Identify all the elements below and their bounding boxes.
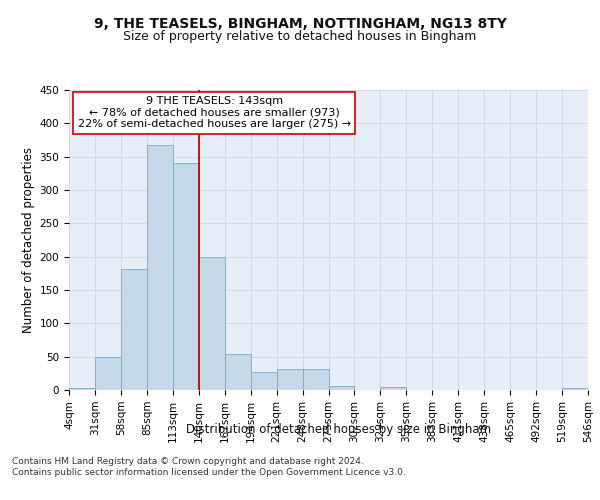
Bar <box>173 164 199 390</box>
Text: Size of property relative to detached houses in Bingham: Size of property relative to detached ho… <box>124 30 476 43</box>
Bar <box>95 356 121 390</box>
Bar <box>69 388 95 390</box>
Text: Distribution of detached houses by size in Bingham: Distribution of detached houses by size … <box>187 422 491 436</box>
Bar <box>302 368 329 390</box>
Bar <box>147 146 173 390</box>
Bar <box>251 372 277 390</box>
Text: 9 THE TEASELS: 143sqm
← 78% of detached houses are smaller (973)
22% of semi-det: 9 THE TEASELS: 143sqm ← 78% of detached … <box>78 96 351 129</box>
Bar <box>380 386 406 390</box>
Y-axis label: Number of detached properties: Number of detached properties <box>22 147 35 333</box>
Bar <box>562 388 588 390</box>
Bar <box>199 256 224 390</box>
Bar <box>225 354 251 390</box>
Bar <box>121 268 147 390</box>
Bar <box>277 368 302 390</box>
Text: 9, THE TEASELS, BINGHAM, NOTTINGHAM, NG13 8TY: 9, THE TEASELS, BINGHAM, NOTTINGHAM, NG1… <box>94 18 506 32</box>
Text: Contains HM Land Registry data © Crown copyright and database right 2024.
Contai: Contains HM Land Registry data © Crown c… <box>12 458 406 477</box>
Bar <box>329 386 355 390</box>
